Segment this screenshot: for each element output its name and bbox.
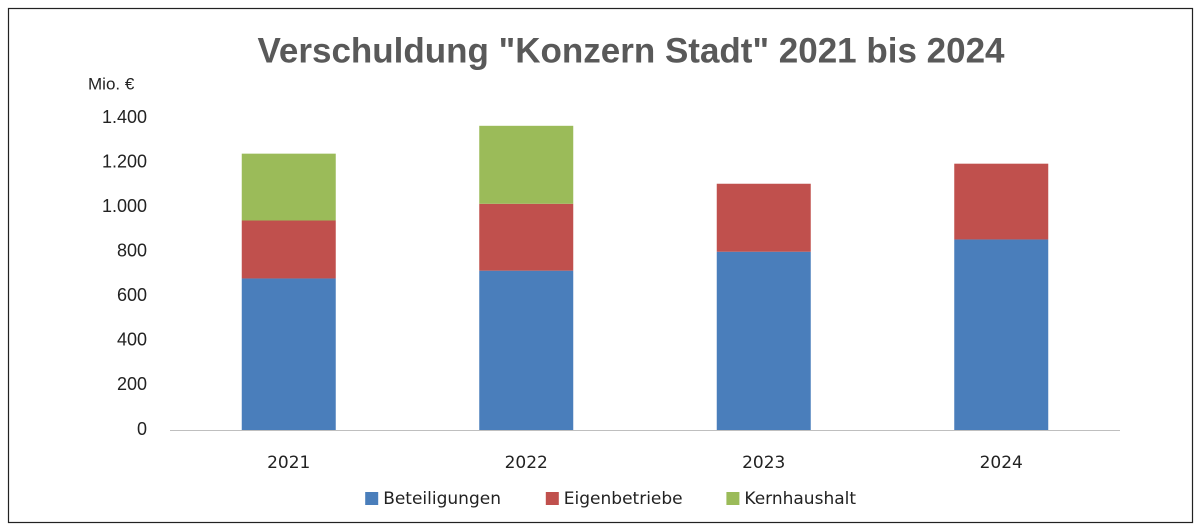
bar-segment bbox=[241, 278, 336, 430]
legend-label: Beteiligungen bbox=[383, 489, 501, 509]
y-tick-label: 400 bbox=[117, 330, 147, 350]
y-tick-label: 800 bbox=[117, 240, 147, 260]
bar-segment bbox=[716, 251, 811, 430]
x-tick-label: 2024 bbox=[980, 453, 1023, 473]
y-tick-label: 1.200 bbox=[102, 151, 147, 171]
bar-segment bbox=[479, 203, 574, 271]
chart-title: Verschuldung "Konzern Stadt" 2021 bis 20… bbox=[257, 31, 1005, 70]
y-tick-label: 600 bbox=[117, 285, 147, 305]
bar-segment bbox=[241, 220, 336, 279]
bar-segment bbox=[479, 125, 574, 204]
legend-swatch bbox=[726, 492, 740, 505]
legend-label: Kernhaushalt bbox=[744, 489, 856, 509]
legend-label: Eigenbetriebe bbox=[564, 489, 683, 509]
bar-segment bbox=[479, 270, 574, 430]
y-axis-label: Mio. € bbox=[88, 74, 135, 93]
bar-segment bbox=[954, 239, 1049, 430]
y-tick-label: 200 bbox=[117, 374, 147, 394]
x-tick-label: 2022 bbox=[505, 453, 548, 473]
x-tick-label: 2021 bbox=[267, 453, 310, 473]
bar-segment bbox=[954, 163, 1049, 240]
y-tick-label: 0 bbox=[137, 419, 147, 439]
legend-swatch bbox=[365, 492, 379, 505]
x-tick-label: 2023 bbox=[742, 453, 785, 473]
y-tick-label: 1.400 bbox=[102, 107, 147, 127]
bar-segment bbox=[716, 183, 811, 252]
y-tick-label: 1.000 bbox=[102, 196, 147, 216]
legend-swatch bbox=[545, 492, 559, 505]
bar-segment bbox=[241, 153, 336, 221]
